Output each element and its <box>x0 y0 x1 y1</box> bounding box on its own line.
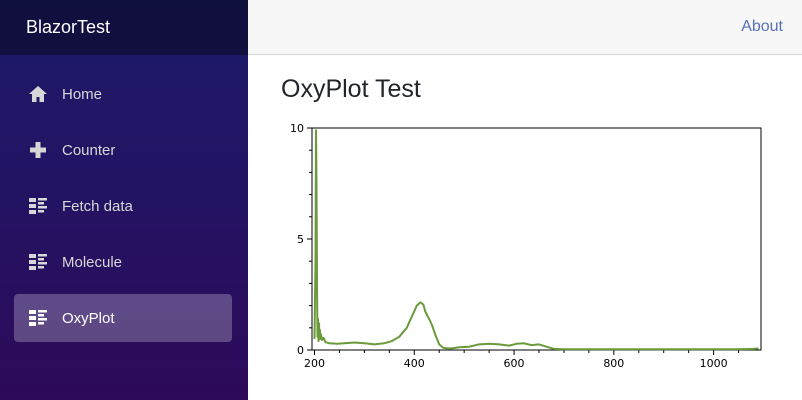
sidebar-item-label: OxyPlot <box>62 309 115 327</box>
top-row: About <box>248 0 802 55</box>
oxyplot-chart[interactable]: 200 400 600 800 1000 0 5 10 <box>283 122 798 400</box>
sidebar: BlazorTest Home Counter Fetch data Molec… <box>0 0 248 400</box>
home-icon <box>28 84 48 104</box>
list-icon <box>28 252 48 272</box>
brand-title[interactable]: BlazorTest <box>26 17 111 37</box>
x-tick-label: 200 <box>304 357 325 370</box>
x-tick-label: 800 <box>603 357 624 370</box>
list-icon <box>28 196 48 216</box>
plot-frame <box>311 127 762 351</box>
nav-menu: Home Counter Fetch data Molecule OxyPlot <box>0 55 248 342</box>
sidebar-item-counter[interactable]: Counter <box>14 126 232 174</box>
sidebar-item-label: Counter <box>62 141 116 159</box>
y-tick-label: 5 <box>297 233 304 246</box>
y-tick-label: 10 <box>290 122 304 135</box>
sidebar-item-fetch-data[interactable]: Fetch data <box>14 182 232 230</box>
y-tick-label: 0 <box>297 344 304 357</box>
list-icon <box>28 308 48 328</box>
x-tick-label: 1000 <box>700 357 728 370</box>
x-tick-label: 400 <box>404 357 425 370</box>
sidebar-item-molecule[interactable]: Molecule <box>14 238 232 286</box>
sidebar-item-oxyplot[interactable]: OxyPlot <box>14 294 232 342</box>
brand-bar: BlazorTest <box>0 0 248 55</box>
sidebar-item-label: Molecule <box>62 253 123 271</box>
about-link[interactable]: About <box>741 18 783 35</box>
main-content: OxyPlot Test 200 400 600 800 1000 0 5 10 <box>248 55 802 400</box>
sidebar-item-label: Fetch data <box>62 197 133 215</box>
plot-svg: 200 400 600 800 1000 0 5 10 <box>290 122 762 370</box>
page-title: OxyPlot Test <box>281 75 421 103</box>
sidebar-item-label: Home <box>62 85 103 103</box>
series-line <box>313 129 759 351</box>
sidebar-item-home[interactable]: Home <box>14 70 232 118</box>
plus-icon <box>28 140 48 160</box>
x-tick-label: 600 <box>504 357 525 370</box>
